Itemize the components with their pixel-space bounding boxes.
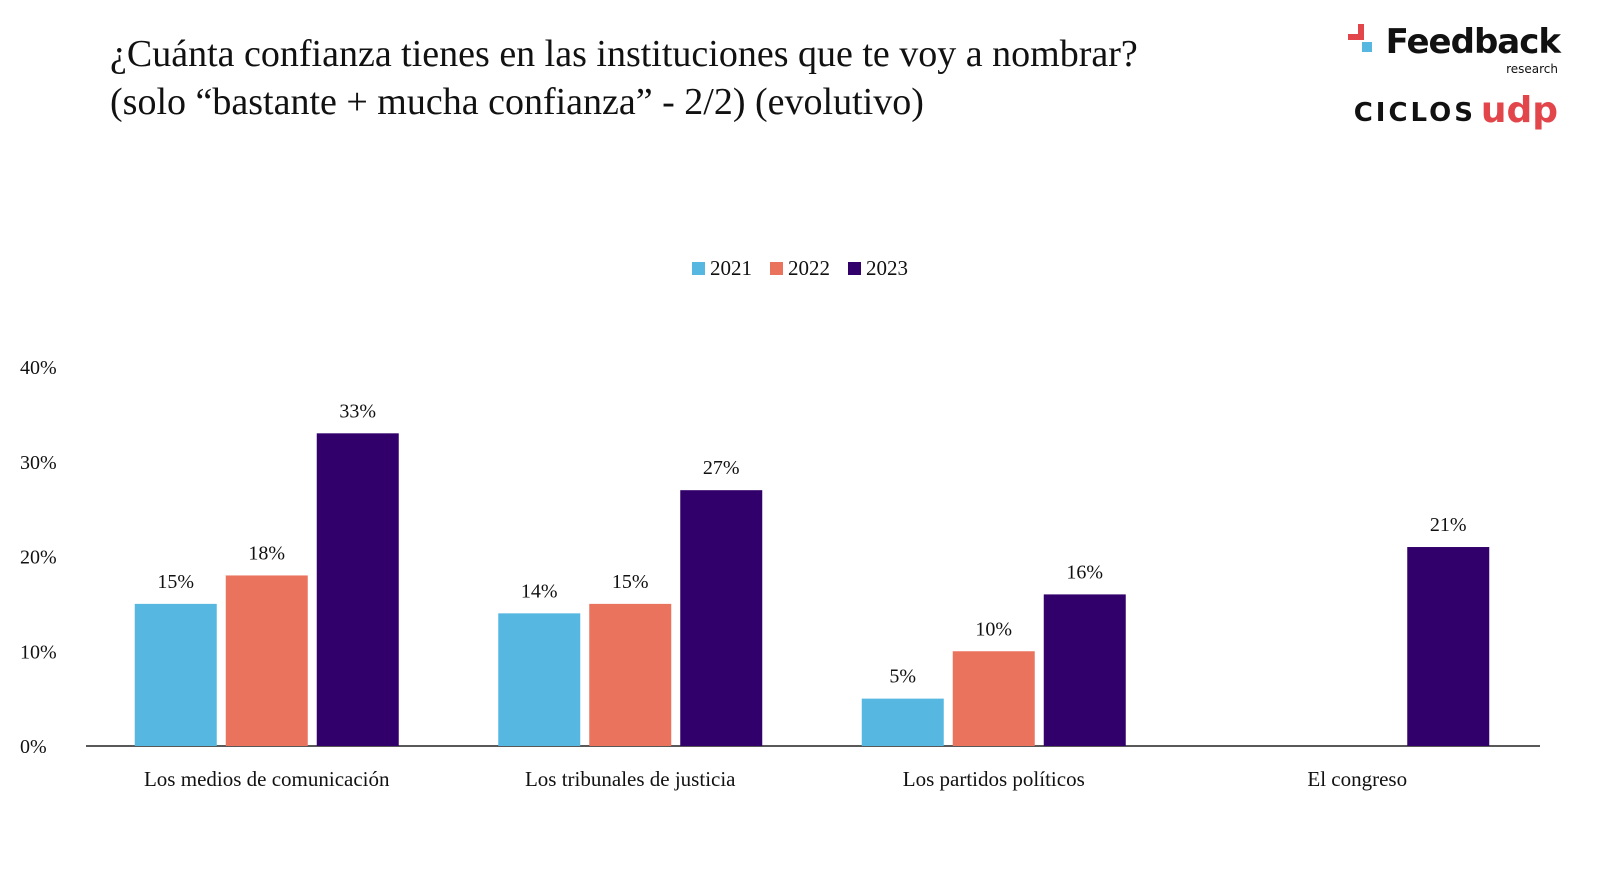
logos: Feedback research CICLOS udp <box>1340 22 1561 142</box>
legend-label-2023: 2023 <box>866 256 908 280</box>
y-tick-label: 30% <box>20 452 57 474</box>
category-label: Los partidos políticos <box>903 767 1085 791</box>
bar-2021 <box>498 613 581 746</box>
data-label-2021: 5% <box>889 666 916 688</box>
bar-2022 <box>952 651 1035 746</box>
chart-legend: 2021 2022 2023 <box>0 256 1600 281</box>
legend-label-2021: 2021 <box>710 256 752 280</box>
data-label-2021: 15% <box>157 571 194 593</box>
data-label-2021: 14% <box>521 580 558 602</box>
y-tick-label: 10% <box>20 641 57 663</box>
bar-2022 <box>225 575 308 746</box>
legend-item-2022: 2022 <box>770 256 830 281</box>
data-label-2023: 27% <box>703 457 740 479</box>
category-label: Los medios de comunicación <box>144 767 390 791</box>
data-label-2022: 10% <box>975 618 1012 640</box>
data-label-2023: 21% <box>1430 514 1467 536</box>
y-tick-label: 40% <box>20 357 57 379</box>
legend-item-2021: 2021 <box>692 256 752 281</box>
data-label-2023: 16% <box>1066 561 1103 583</box>
legend-item-2023: 2023 <box>848 256 908 281</box>
feedback-logo-subtext: research <box>1506 62 1558 76</box>
category-label: El congreso <box>1307 767 1407 791</box>
ciclos-logo-text: CICLOS <box>1353 98 1476 128</box>
bar-2023 <box>1043 594 1126 746</box>
bar-2023 <box>316 433 399 746</box>
bar-2021 <box>134 603 217 746</box>
y-tick-label: 20% <box>20 547 57 569</box>
feedback-logo-mark-icon <box>1348 24 1372 52</box>
udp-logo-text: udp <box>1480 90 1558 131</box>
feedback-logo-text: Feedback <box>1385 22 1561 62</box>
bar-2023 <box>680 490 763 746</box>
legend-swatch-2022 <box>770 262 783 275</box>
y-tick-label: 0% <box>20 736 47 758</box>
bar-2021 <box>861 698 944 746</box>
legend-swatch-2021 <box>692 262 705 275</box>
bar-2023 <box>1407 547 1490 746</box>
bar-2022 <box>589 603 672 746</box>
data-label-2022: 18% <box>248 542 285 564</box>
legend-label-2022: 2022 <box>788 256 830 280</box>
category-label: Los tribunales de justicia <box>525 767 736 791</box>
legend-swatch-2023 <box>848 262 861 275</box>
chart-title: ¿Cuánta confianza tienes en las instituc… <box>110 33 1138 123</box>
data-label-2022: 15% <box>612 571 649 593</box>
data-label-2023: 33% <box>339 400 376 422</box>
